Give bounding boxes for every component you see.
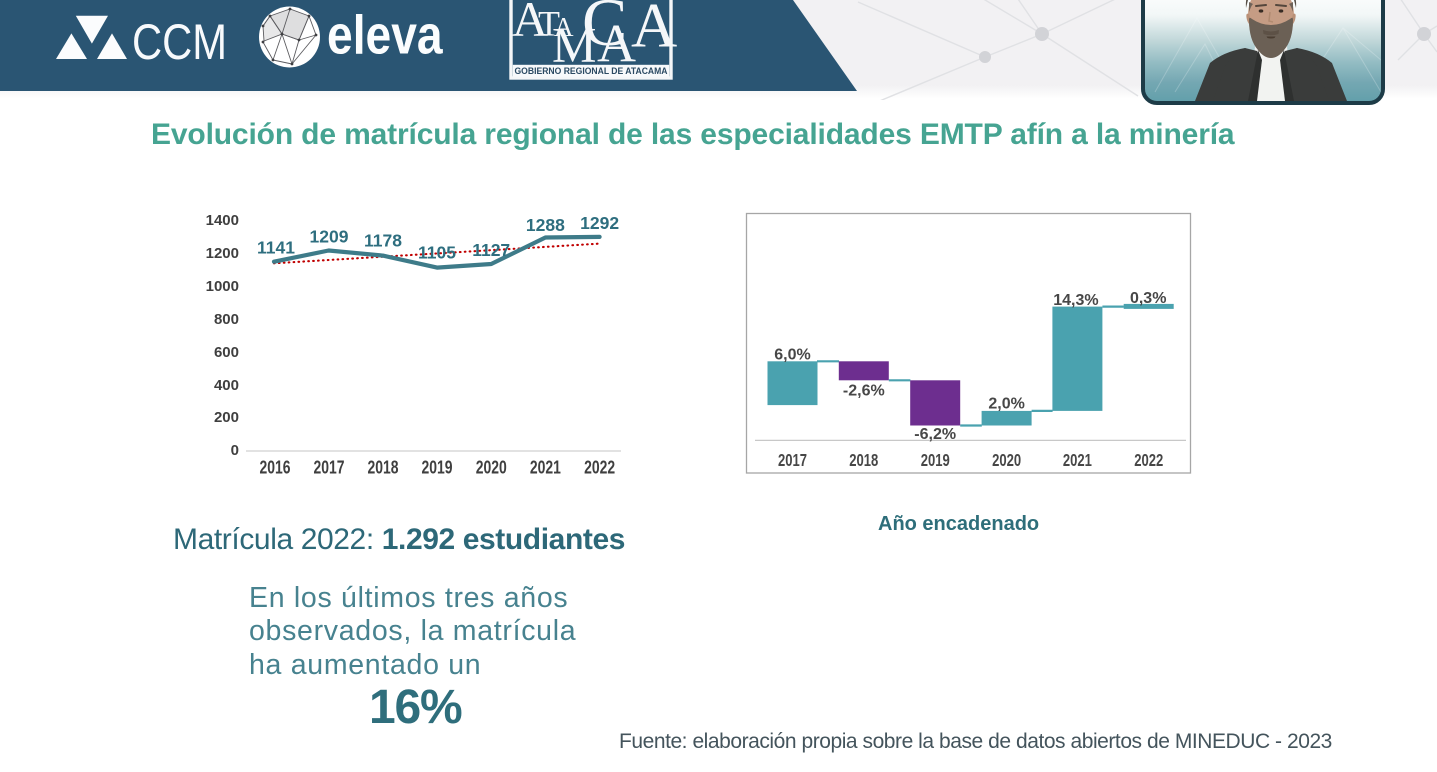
svg-text:6,0%: 6,0%	[774, 347, 810, 364]
svg-text:2019: 2019	[422, 458, 453, 478]
svg-text:C: C	[582, 0, 627, 60]
svg-text:T: T	[538, 4, 560, 44]
svg-text:-6,2%: -6,2%	[914, 426, 956, 443]
svg-text:800: 800	[214, 311, 239, 328]
svg-text:A: A	[512, 0, 548, 47]
svg-text:1127: 1127	[472, 240, 510, 260]
svg-text:1288: 1288	[526, 215, 565, 235]
svg-text:0,3%: 0,3%	[1130, 290, 1166, 307]
svg-text:600: 600	[214, 344, 239, 361]
svg-text:1292: 1292	[580, 213, 619, 233]
svg-text:1105: 1105	[418, 242, 456, 262]
svg-text:1178: 1178	[364, 230, 402, 250]
svg-text:-2,6%: -2,6%	[843, 382, 885, 399]
svg-text:eleva: eleva	[327, 4, 443, 66]
svg-text:2,0%: 2,0%	[988, 396, 1024, 413]
svg-text:GOBIERNO REGIONAL DE ATACAMA: GOBIERNO REGIONAL DE ATACAMA	[515, 66, 668, 77]
svg-text:2020: 2020	[992, 450, 1021, 470]
svg-text:2021: 2021	[1063, 450, 1092, 470]
svg-text:CCM: CCM	[132, 13, 227, 69]
svg-text:2017: 2017	[314, 458, 345, 478]
svg-text:2022: 2022	[584, 458, 615, 478]
svg-text:1209: 1209	[310, 226, 349, 246]
svg-text:2019: 2019	[921, 450, 950, 470]
svg-text:2020: 2020	[476, 458, 507, 478]
svg-text:14,3%: 14,3%	[1053, 292, 1098, 309]
svg-text:2018: 2018	[849, 450, 878, 470]
svg-text:2022: 2022	[1134, 450, 1163, 470]
svg-text:2018: 2018	[368, 458, 399, 478]
svg-text:1200: 1200	[206, 245, 239, 262]
svg-text:0: 0	[231, 442, 239, 459]
svg-text:1141: 1141	[257, 237, 295, 257]
svg-text:1000: 1000	[206, 278, 239, 295]
svg-text:400: 400	[214, 377, 239, 394]
svg-text:1400: 1400	[206, 212, 239, 229]
svg-text:A: A	[631, 0, 677, 60]
svg-text:2021: 2021	[530, 458, 561, 478]
svg-text:2017: 2017	[778, 450, 807, 470]
svg-text:M: M	[552, 17, 596, 73]
svg-text:200: 200	[214, 409, 239, 426]
svg-text:A: A	[554, 12, 574, 42]
svg-text:2016: 2016	[260, 458, 291, 478]
svg-text:A: A	[597, 14, 636, 74]
